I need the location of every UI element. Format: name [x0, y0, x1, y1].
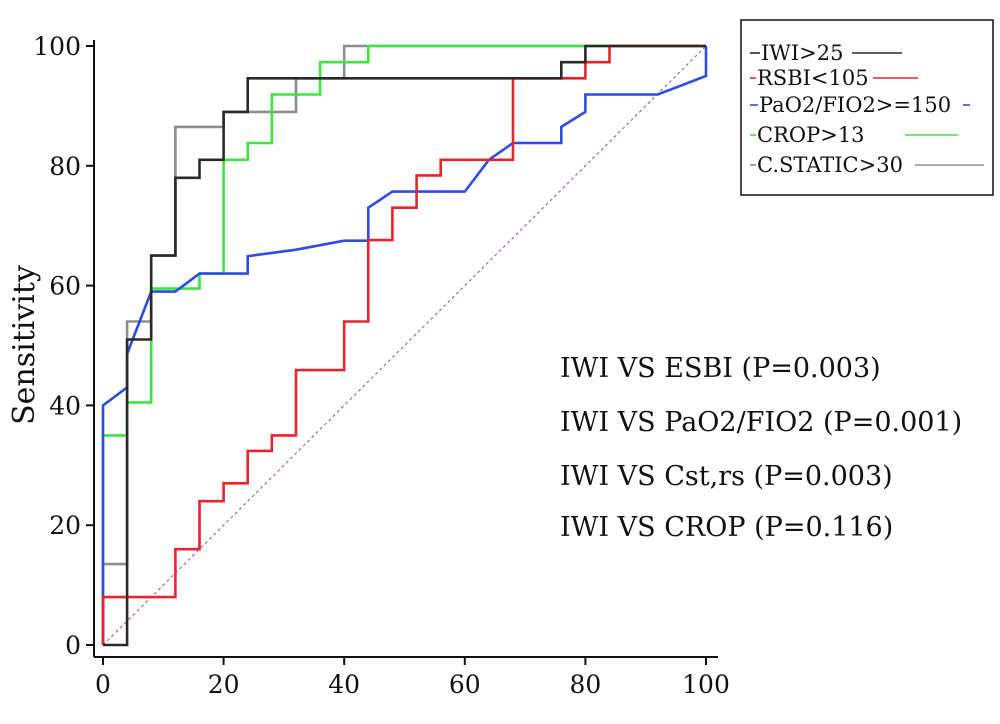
y-tick-label: 80	[49, 152, 81, 181]
legend-label: IWI>25	[761, 41, 844, 65]
legend-box	[740, 19, 994, 196]
x-tick-label: 60	[449, 670, 481, 699]
axes	[93, 40, 718, 658]
legend-label: RSBI<105	[757, 66, 869, 90]
x-tick-label: 20	[208, 670, 240, 699]
p-value-annotation: IWI VS Cst,rs (P=0.003)	[560, 461, 893, 492]
annotation-block: IWI VS ESBI (P=0.003) IWI VS PaO2/FIO2 (P…	[560, 353, 962, 543]
legend-label: PaO2/FIO2>=150	[759, 93, 951, 117]
y-tick-label: 20	[49, 511, 81, 540]
series-line-reference-diagonal	[102, 45, 707, 646]
p-value-annotation: IWI VS PaO2/FIO2 (P=0.001)	[560, 407, 962, 438]
x-tick-label: 0	[95, 670, 111, 699]
p-value-annotation: IWI VS CROP (P=0.116)	[560, 512, 893, 543]
legend-label: C.STATIC>30	[757, 153, 903, 177]
y-tick-label: 100	[33, 32, 81, 61]
x-tick-label: 40	[328, 670, 360, 699]
x-tick-label: 100	[682, 670, 730, 699]
series-line-rsbi-105	[101, 44, 706, 645]
y-tick-label: 60	[49, 272, 81, 301]
y-axis-title: Sensitivity	[7, 265, 42, 425]
x-axis-ticks: 0 20 40 60 80 100	[95, 657, 730, 699]
series-layer	[101, 44, 708, 647]
y-axis-ticks: 0 20 40 60 80 100	[33, 32, 94, 660]
y-tick-label: 40	[49, 391, 81, 420]
x-tick-label: 80	[569, 670, 601, 699]
legend-label: CROP>13	[757, 123, 865, 147]
series-line-iwi-25	[103, 44, 706, 647]
series-line-crop-13	[101, 44, 706, 645]
y-tick-label: 0	[65, 631, 81, 660]
p-value-annotation: IWI VS ESBI (P=0.003)	[560, 353, 881, 384]
